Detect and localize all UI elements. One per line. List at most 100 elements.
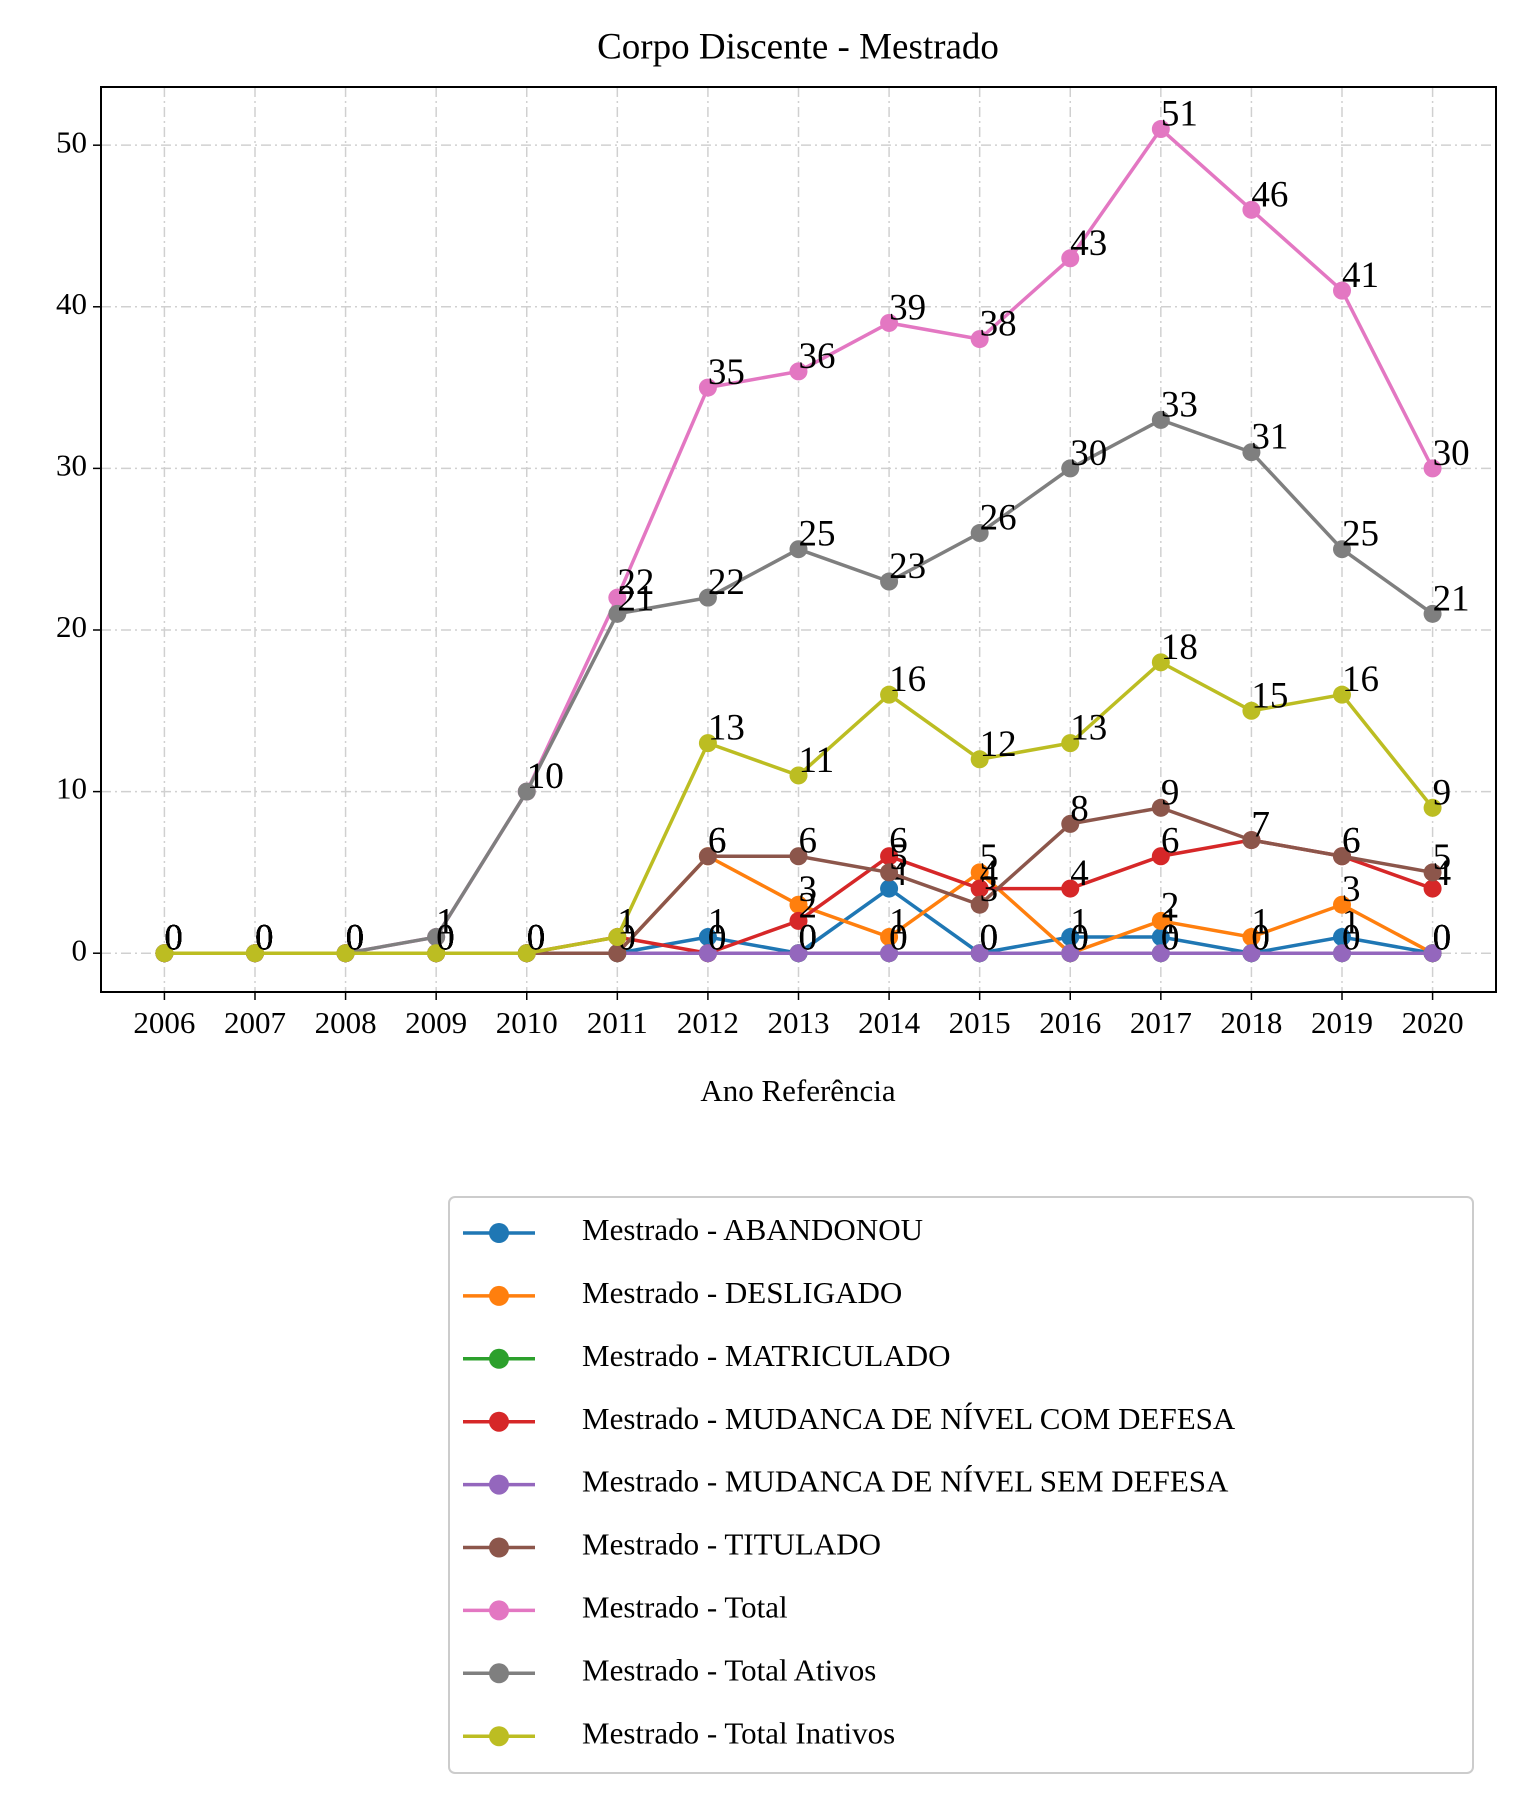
data-label: 13 bbox=[708, 708, 745, 749]
data-label: 10 bbox=[527, 756, 564, 797]
point-marker bbox=[970, 895, 989, 914]
point-marker bbox=[789, 362, 808, 381]
point-marker bbox=[1061, 879, 1080, 898]
data-label: 6 bbox=[889, 821, 908, 862]
data-label: 18 bbox=[1161, 627, 1198, 668]
data-label: 25 bbox=[799, 514, 836, 555]
data-label: 1 bbox=[617, 902, 636, 943]
point-marker bbox=[880, 313, 899, 332]
legend-label: Mestrado - ABANDONOU bbox=[582, 1212, 923, 1247]
point-marker bbox=[698, 734, 717, 753]
point-marker bbox=[1151, 120, 1170, 139]
point-marker bbox=[1151, 928, 1170, 947]
data-label: 38 bbox=[980, 304, 1017, 345]
data-label: 23 bbox=[889, 546, 926, 587]
point-marker bbox=[1151, 410, 1170, 429]
point-marker bbox=[1333, 540, 1352, 559]
y-tick-label: 30 bbox=[56, 448, 87, 483]
point-marker bbox=[1151, 911, 1170, 930]
legend-marker bbox=[489, 1223, 509, 1243]
data-label: 6 bbox=[708, 821, 727, 862]
point-marker bbox=[880, 572, 899, 591]
data-label: 6 bbox=[799, 821, 818, 862]
point-marker bbox=[970, 863, 989, 882]
data-label: 6 bbox=[1342, 821, 1361, 862]
data-label: 35 bbox=[708, 352, 745, 393]
data-label: 30 bbox=[1070, 433, 1107, 474]
point-marker bbox=[608, 928, 627, 947]
point-marker bbox=[789, 847, 808, 866]
data-label: 5 bbox=[980, 837, 999, 878]
point-marker bbox=[880, 847, 899, 866]
y-tick-label: 20 bbox=[56, 609, 87, 644]
legend-marker bbox=[489, 1663, 509, 1684]
data-label: 2 bbox=[799, 885, 818, 926]
point-marker bbox=[1061, 944, 1080, 963]
point-marker bbox=[880, 879, 899, 898]
data-label: 1 bbox=[889, 902, 908, 943]
y-tick-label: 10 bbox=[56, 771, 87, 806]
point-marker bbox=[1061, 928, 1080, 947]
data-label: 4 bbox=[1070, 853, 1089, 894]
point-marker bbox=[1151, 847, 1170, 866]
data-label: 0 bbox=[346, 918, 365, 959]
x-tick-label: 2007 bbox=[224, 1005, 286, 1040]
data-label: 0 bbox=[1070, 918, 1089, 959]
legend-marker bbox=[489, 1474, 509, 1495]
plot-frame bbox=[100, 86, 1497, 993]
point-marker bbox=[1242, 928, 1261, 947]
data-label: 16 bbox=[889, 659, 926, 700]
data-label: 1 bbox=[708, 902, 727, 943]
data-label: 36 bbox=[799, 336, 836, 377]
data-label: 33 bbox=[1161, 384, 1198, 425]
point-marker bbox=[1423, 459, 1442, 478]
data-label: 41 bbox=[1342, 255, 1379, 296]
point-marker bbox=[1151, 653, 1170, 672]
data-label: 0 bbox=[708, 918, 727, 959]
data-label: 4 bbox=[1433, 853, 1452, 894]
data-label: 1 bbox=[1251, 902, 1270, 943]
point-marker bbox=[1423, 944, 1442, 963]
data-label: 46 bbox=[1251, 174, 1288, 215]
x-tick-label: 2011 bbox=[587, 1005, 648, 1040]
x-tick-label: 2015 bbox=[949, 1005, 1011, 1040]
point-marker bbox=[970, 944, 989, 963]
x-tick-label: 2008 bbox=[315, 1005, 377, 1040]
data-label: 0 bbox=[1342, 918, 1361, 959]
y-tick-label: 50 bbox=[56, 124, 87, 159]
data-label: 26 bbox=[980, 498, 1017, 539]
point-marker bbox=[698, 847, 717, 866]
x-tick-label: 2006 bbox=[133, 1005, 195, 1040]
point-marker bbox=[1333, 895, 1352, 914]
legend-marker bbox=[489, 1600, 509, 1621]
point-marker bbox=[1151, 798, 1170, 817]
data-label: 5 bbox=[1433, 837, 1452, 878]
legend-marker bbox=[489, 1348, 509, 1369]
data-label: 0 bbox=[889, 918, 908, 959]
data-label: 9 bbox=[1161, 772, 1180, 813]
point-marker bbox=[789, 540, 808, 559]
data-label: 0 bbox=[980, 918, 999, 959]
point-marker bbox=[517, 782, 536, 801]
point-marker bbox=[1242, 831, 1261, 850]
legend-label: Mestrado - Total bbox=[582, 1590, 788, 1625]
x-tick-label: 2019 bbox=[1311, 1005, 1373, 1040]
x-tick-label: 2012 bbox=[677, 1005, 739, 1040]
chart-title: Corpo Discente - Mestrado bbox=[597, 26, 999, 67]
data-label: 3 bbox=[980, 869, 999, 910]
legend-marker bbox=[489, 1726, 509, 1747]
point-marker bbox=[789, 766, 808, 785]
data-label: 0 bbox=[1251, 918, 1270, 959]
data-label: 9 bbox=[1433, 772, 1452, 813]
data-label: 30 bbox=[1433, 433, 1470, 474]
point-marker bbox=[1242, 443, 1261, 462]
x-tick-label: 2017 bbox=[1130, 1005, 1192, 1040]
legend-label: Mestrado - MUDANCA DE NÍVEL SEM DEFESA bbox=[582, 1464, 1229, 1499]
x-tick-label: 2016 bbox=[1039, 1005, 1101, 1040]
point-marker bbox=[1242, 701, 1261, 720]
data-label: 43 bbox=[1070, 223, 1107, 264]
data-label: 7 bbox=[1251, 805, 1270, 846]
legend-label: Mestrado - Total Ativos bbox=[582, 1652, 876, 1687]
data-label: 1 bbox=[1070, 902, 1089, 943]
data-label: 1 bbox=[436, 902, 455, 943]
